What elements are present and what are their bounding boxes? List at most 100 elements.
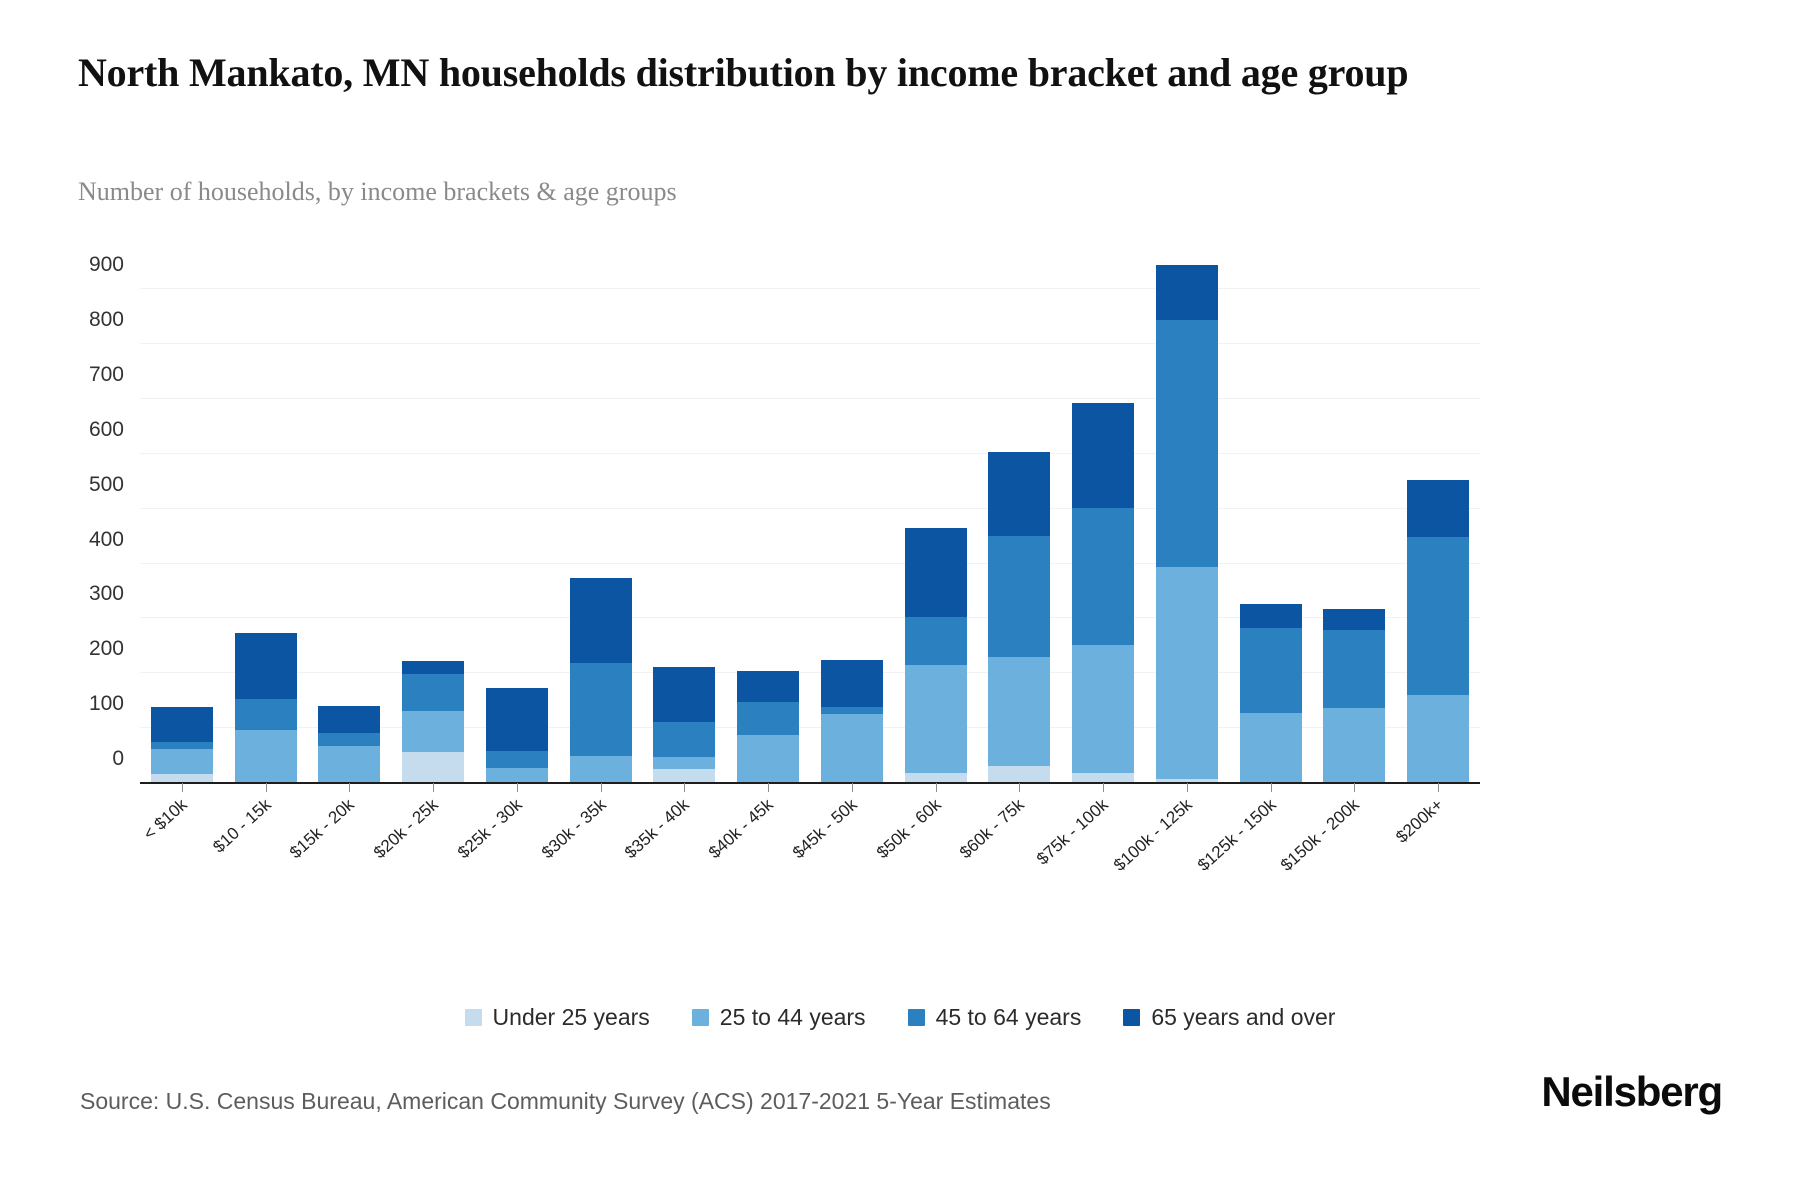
bar-segment[interactable] [1155, 265, 1218, 320]
bar-group[interactable] [140, 262, 224, 783]
stacked-bar[interactable] [1155, 265, 1218, 783]
bar-segment[interactable] [653, 666, 716, 722]
stacked-bar[interactable] [402, 660, 465, 783]
bar-group[interactable] [1313, 262, 1397, 783]
bar-group[interactable] [1396, 262, 1480, 783]
legend-swatch-icon [907, 1009, 925, 1026]
bar-segment[interactable] [1155, 567, 1218, 780]
bar-segment[interactable] [234, 730, 297, 783]
stacked-bar[interactable] [737, 670, 800, 783]
bar-segment[interactable] [1072, 645, 1135, 774]
bar-segment[interactable] [653, 757, 716, 770]
bar-segment[interactable] [988, 535, 1051, 657]
bar-segment[interactable] [904, 528, 967, 617]
bar-segment[interactable] [1407, 480, 1470, 538]
bar-group[interactable] [810, 262, 894, 783]
bar-segment[interactable] [988, 656, 1051, 766]
bar-segment[interactable] [904, 616, 967, 666]
bar-segment[interactable] [904, 773, 967, 783]
bar-segment[interactable] [318, 706, 381, 734]
legend-item[interactable]: 65 years and over [1123, 1004, 1335, 1031]
bar-segment[interactable] [1239, 604, 1302, 628]
bar-segment[interactable] [402, 660, 465, 675]
stacked-bar[interactable] [653, 666, 716, 783]
x-axis-label: $30k - 35k [537, 795, 610, 863]
legend-label: 45 to 64 years [935, 1004, 1082, 1030]
bar-group[interactable] [1061, 262, 1145, 783]
stacked-bar[interactable] [1072, 402, 1135, 783]
bar-segment[interactable] [150, 749, 213, 775]
bar-segment[interactable] [820, 713, 883, 783]
stacked-bar[interactable] [485, 688, 548, 783]
legend-item[interactable]: Under 25 years [464, 1004, 650, 1031]
bar-segment[interactable] [1323, 609, 1386, 630]
bar-group[interactable] [894, 262, 978, 783]
bar-segment[interactable] [1239, 627, 1302, 713]
bar-group[interactable] [1229, 262, 1313, 783]
bar-group[interactable] [643, 262, 727, 783]
stacked-bar[interactable] [569, 577, 632, 783]
stacked-bar[interactable] [1407, 480, 1470, 783]
bar-segment[interactable] [402, 674, 465, 712]
bar-segment[interactable] [1072, 507, 1135, 646]
bar-segment[interactable] [569, 662, 632, 757]
bar-group[interactable] [308, 262, 392, 783]
bar-segment[interactable] [1155, 319, 1218, 568]
bar-segment[interactable] [1072, 773, 1135, 783]
bar-group[interactable] [559, 262, 643, 783]
stacked-bar[interactable] [234, 633, 297, 783]
legend-item[interactable]: 25 to 44 years [691, 1004, 866, 1031]
bar-segment[interactable] [150, 774, 213, 783]
bar-group[interactable] [224, 262, 308, 783]
bar-group[interactable] [475, 262, 559, 783]
bar-segment[interactable] [737, 670, 800, 703]
bar-segment[interactable] [485, 688, 548, 752]
gridline [140, 562, 1480, 564]
bar-segment[interactable] [988, 451, 1051, 536]
bar-segment[interactable] [1407, 694, 1470, 783]
bar-segment[interactable] [820, 659, 883, 708]
bar-segment[interactable] [1072, 402, 1135, 508]
stacked-bar[interactable] [1323, 609, 1386, 783]
bar-segment[interactable] [569, 577, 632, 663]
bar-segment[interactable] [737, 702, 800, 735]
bar-segment[interactable] [653, 721, 716, 758]
stacked-bar[interactable] [988, 451, 1051, 783]
bar-segment[interactable] [1323, 707, 1386, 783]
plot-area: 0 100 200 300 400 500 600 700 800 900 [89, 253, 1480, 784]
bar-group[interactable] [978, 262, 1062, 783]
stacked-bar[interactable] [904, 528, 967, 783]
bar-group[interactable] [726, 262, 810, 783]
stacked-bar[interactable] [1239, 604, 1302, 783]
bar-segment[interactable] [402, 711, 465, 752]
bar-segment[interactable] [150, 706, 213, 742]
bar-group[interactable] [391, 262, 475, 783]
bar-group[interactable] [1145, 262, 1229, 783]
bar-segment[interactable] [1239, 712, 1302, 783]
bar-segment[interactable] [318, 733, 381, 746]
bar-segment[interactable] [485, 751, 548, 768]
bar-segment[interactable] [1323, 630, 1386, 708]
y-axis-tick-label: 600 [88, 417, 124, 441]
stacked-bar[interactable] [820, 659, 883, 783]
legend-swatch-icon [1123, 1009, 1141, 1026]
bar-segment[interactable] [1407, 537, 1470, 695]
bar-segment[interactable] [904, 665, 967, 774]
bar-segment[interactable] [569, 756, 632, 783]
x-axis-label: $100k - 125k [1109, 795, 1196, 875]
bar-segment[interactable] [402, 751, 465, 783]
bar-segment[interactable] [234, 633, 297, 700]
bar-segment[interactable] [820, 707, 883, 714]
bar-segment[interactable] [1155, 779, 1218, 783]
bar-segment[interactable] [485, 767, 548, 783]
bar-segment[interactable] [234, 699, 297, 731]
legend-item[interactable]: 45 to 64 years [907, 1004, 1082, 1031]
x-axis-tick-mark [265, 783, 267, 792]
bar-segment[interactable] [737, 734, 800, 783]
bar-segment[interactable] [988, 766, 1051, 783]
stacked-bar[interactable] [150, 706, 213, 783]
bar-segment[interactable] [653, 769, 716, 783]
bar-segment[interactable] [150, 741, 213, 750]
bar-segment[interactable] [318, 745, 381, 783]
stacked-bar[interactable] [318, 706, 381, 783]
